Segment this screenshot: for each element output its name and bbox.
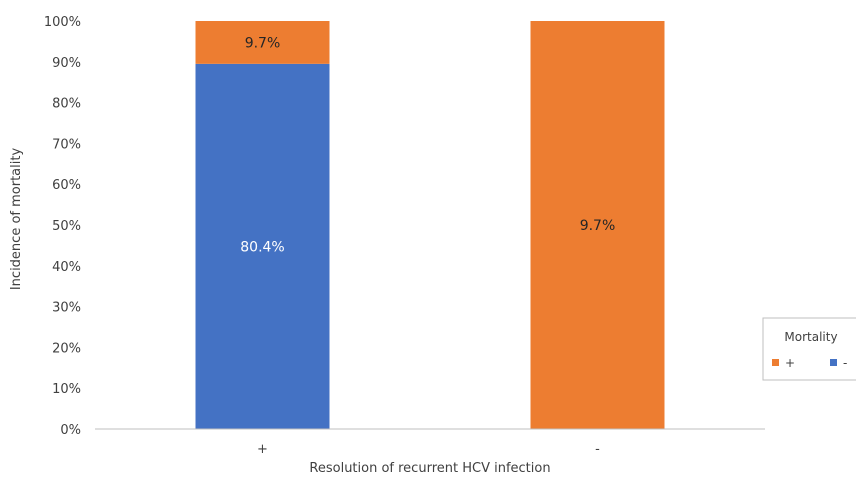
x-axis-ticks: + - (257, 442, 600, 457)
y-tick-label: 20% (52, 341, 81, 356)
bar-segment (195, 63, 330, 430)
legend-label: - (843, 356, 847, 370)
y-tick-label: 50% (52, 219, 81, 234)
y-tick-label: 40% (52, 260, 81, 275)
legend: Mortality + - (762, 317, 856, 381)
y-axis-title: Incidence of mortality (9, 148, 24, 291)
bars: 80.4% 9.7% 9.7% (195, 21, 665, 430)
y-tick-label: 90% (52, 56, 81, 71)
y-tick-label: 70% (52, 137, 81, 152)
y-tick-label: 30% (52, 301, 81, 316)
y-tick-label: 80% (52, 97, 81, 112)
x-tick-label: + (257, 442, 268, 457)
bar-segment (195, 21, 330, 64)
legend-title: Mortality (784, 330, 837, 344)
data-label: 80.4% (240, 239, 284, 255)
x-axis-title: Resolution of recurrent HCV infection (309, 461, 550, 476)
legend-swatch (830, 359, 837, 366)
legend-box (762, 317, 856, 381)
y-tick-label: 100% (44, 15, 81, 30)
data-label: 9.7% (580, 218, 616, 234)
y-axis-ticks: 0% 10% 20% 30% 40% 50% 60% 70% 80% 90% 100% (44, 15, 81, 438)
x-tick-label: - (595, 442, 600, 457)
data-label: 9.7% (245, 35, 281, 51)
y-tick-label: 0% (60, 423, 81, 438)
bar-segment (530, 21, 665, 429)
legend-entries: + - (772, 356, 847, 370)
y-tick-label: 60% (52, 178, 81, 193)
legend-label: + (785, 356, 795, 370)
legend-swatch (772, 359, 779, 366)
y-tick-label: 10% (52, 382, 81, 397)
